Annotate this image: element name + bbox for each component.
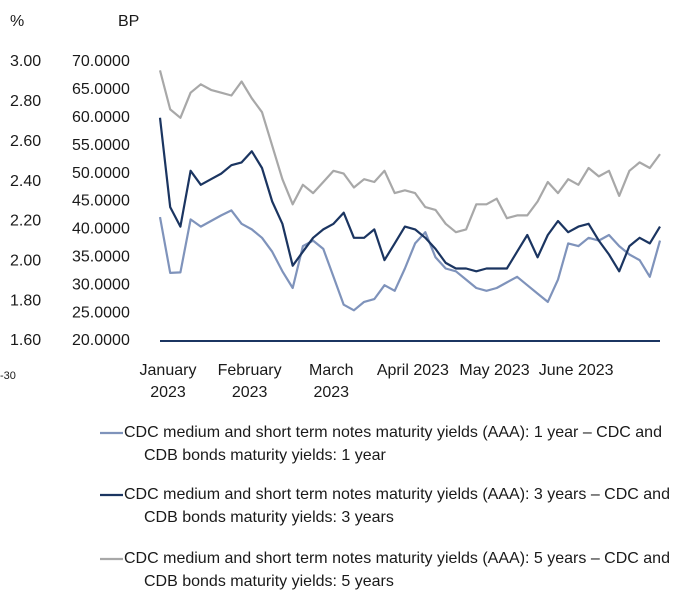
y-tick-label: 25.0000: [72, 304, 130, 321]
y2-tick-label: 2.40: [10, 173, 41, 190]
series-line: [158, 117, 661, 273]
y2-axis-label: %: [10, 13, 24, 30]
x-tick-label: April 2023: [376, 362, 449, 379]
y-tick-label: 50.0000: [72, 165, 130, 182]
y-tick-label: 55.0000: [72, 137, 130, 154]
x-tick-label: January 2023: [139, 362, 197, 401]
y-tick-label: 20.0000: [72, 332, 130, 349]
y-tick-label: 40.0000: [72, 221, 130, 238]
y-tick-label: 30.0000: [72, 276, 130, 293]
y2-tick-label: 3.00: [10, 53, 41, 70]
x-tick-label: June 2023: [538, 362, 614, 379]
y2-tick-label: 2.00: [10, 253, 41, 270]
x-tick-label: March 2023: [309, 362, 354, 401]
y2-tick-label: 2.80: [10, 93, 41, 110]
y-tick-label: 65.0000: [72, 81, 130, 98]
y2-tick-label: 1.80: [10, 292, 41, 309]
y-tick-label: 70.0000: [72, 53, 130, 70]
annotation: -30: [0, 370, 16, 382]
y-tick-label: 35.0000: [72, 249, 130, 266]
y-axis-label: BP: [118, 13, 139, 30]
series-line: [158, 209, 662, 312]
x-tick-label: May 2023: [459, 362, 530, 379]
y-tick-label: 60.0000: [72, 109, 130, 126]
y2-tick-label: 2.60: [10, 133, 41, 150]
legend-label: CDC medium and short term notes maturity…: [124, 424, 662, 464]
y2-tick-label: 1.60: [10, 332, 41, 349]
x-tick-label: February 2023: [217, 362, 282, 401]
legend-label: CDC medium and short term notes maturity…: [124, 486, 670, 526]
y-tick-label: 45.0000: [72, 193, 130, 210]
series-line: [158, 70, 661, 234]
legend-label: CDC medium and short term notes maturity…: [124, 550, 670, 590]
y2-tick-label: 2.20: [10, 213, 41, 230]
